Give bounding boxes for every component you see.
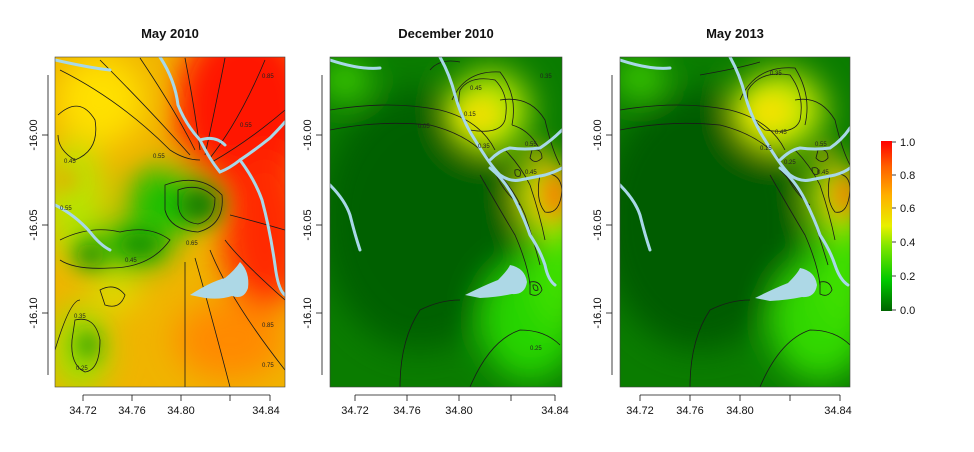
- legend-tick-label: 1.0: [900, 137, 915, 149]
- heatmap-surface: [330, 57, 562, 387]
- y-tick-label: -16.10: [592, 297, 604, 328]
- y-tick-label: -16.00: [302, 119, 314, 150]
- y-axis: [606, 75, 613, 375]
- lake: [755, 268, 817, 301]
- y-tick-label: -16.05: [28, 209, 40, 240]
- lake: [190, 262, 249, 299]
- contour-label: 0.45: [64, 159, 76, 165]
- legend-tick-label: 0.2: [900, 271, 915, 283]
- x-tick-label: 34.72: [341, 405, 369, 417]
- panel-may-2010: May 2010: [28, 26, 286, 417]
- y-axis: [316, 75, 323, 375]
- contour-label: 0.75: [262, 363, 274, 369]
- contour-label: 0.65: [186, 241, 198, 247]
- contour-label: 0.55: [240, 123, 252, 129]
- panel-may-2013: May 2013: [592, 26, 852, 417]
- color-legend-bar: [881, 141, 892, 311]
- y-tick-label: -16.10: [302, 297, 314, 328]
- plot-frame: [329, 56, 563, 388]
- y-tick-label: -16.05: [302, 209, 314, 240]
- lake: [465, 265, 527, 298]
- legend-tick-label: 0.6: [900, 203, 915, 215]
- y-tick-label: -16.00: [28, 119, 40, 150]
- contour-labels: 0.35 0.45 0.15 0.25 0.55 0.45: [760, 71, 829, 176]
- x-axis: [82, 394, 271, 401]
- color-legend-labels: 1.0 0.8 0.6 0.4 0.2 0.0: [900, 137, 915, 317]
- x-tick-label: 34.80: [726, 405, 754, 417]
- contour-label: 0.45: [525, 170, 537, 176]
- panel-december-2010: December 2010: [302, 26, 569, 417]
- contour-labels: 0.85 0.55 0.45 0.55 0.45 0.55 0.65 0.85 …: [60, 74, 274, 372]
- contour-label: 0.45: [125, 258, 137, 264]
- contour-label: 0.55: [153, 154, 165, 160]
- contour-label: 0.45: [817, 170, 829, 176]
- contour-label: 0.25: [530, 346, 542, 352]
- plot-frame: [54, 56, 286, 388]
- y-tick-label: -16.10: [28, 297, 40, 328]
- x-tick-labels: 34.72 34.76 34.80 34.84: [341, 405, 569, 417]
- contour-label: 0.15: [760, 146, 772, 152]
- legend-tick-label: 0.0: [900, 305, 915, 317]
- contour-label: 0.35: [74, 314, 86, 320]
- contour-label: 0.35: [770, 71, 782, 77]
- x-tick-labels: 34.72 34.76 34.80 34.84: [69, 405, 280, 417]
- x-tick-label: 34.76: [118, 405, 146, 417]
- contour-label: 0.25: [76, 366, 88, 372]
- river: [55, 57, 285, 297]
- contour-label: 0.85: [262, 74, 274, 80]
- x-tick-label: 34.80: [167, 405, 195, 417]
- contour-lines: [620, 61, 850, 387]
- contour-label: 0.45: [775, 130, 787, 136]
- x-tick-labels: 34.72 34.76 34.80 34.84: [626, 405, 852, 417]
- x-tick-label: 34.72: [69, 405, 97, 417]
- contour-label: 0.45: [470, 86, 482, 92]
- x-tick-label: 34.84: [252, 405, 280, 417]
- panel-title: May 2010: [141, 26, 199, 41]
- contour-label: 0.55: [60, 206, 72, 212]
- x-tick-label: 34.76: [393, 405, 421, 417]
- x-tick-label: 34.72: [626, 405, 654, 417]
- contour-label: 0.05: [418, 124, 430, 130]
- contour-label: 0.25: [784, 160, 796, 166]
- y-tick-labels: -16.00 -16.05 -16.10: [28, 119, 40, 328]
- heatmap-surface: [55, 57, 285, 387]
- legend-tick-label: 0.4: [900, 237, 915, 249]
- x-tick-label: 34.80: [445, 405, 473, 417]
- contour-labels: 0.35 0.45 0.05 0.15 0.35 0.55 0.45 0.25: [418, 74, 552, 352]
- y-axis: [42, 75, 49, 375]
- panel-title: May 2013: [706, 26, 764, 41]
- x-axis: [354, 394, 556, 401]
- y-tick-labels: -16.00 -16.05 -16.10: [592, 119, 604, 328]
- contour-label: 0.35: [540, 74, 552, 80]
- contour-label: 0.15: [464, 112, 476, 118]
- contour-label: 0.35: [478, 144, 490, 150]
- x-tick-label: 34.84: [824, 405, 852, 417]
- river: [330, 57, 562, 287]
- color-legend-ticks: [892, 141, 896, 311]
- y-tick-labels: -16.00 -16.05 -16.10: [302, 119, 314, 328]
- x-axis: [639, 394, 841, 401]
- plot-frame: [619, 56, 851, 388]
- contour-label: 0.55: [815, 142, 827, 148]
- y-tick-label: -16.05: [592, 209, 604, 240]
- contour-label: 0.55: [525, 142, 537, 148]
- color-legend: 1.0 0.8 0.6 0.4 0.2 0.0: [881, 137, 915, 317]
- x-tick-label: 34.76: [676, 405, 704, 417]
- y-tick-label: -16.00: [592, 119, 604, 150]
- panel-title: December 2010: [398, 26, 493, 41]
- contour-label: 0.85: [262, 323, 274, 329]
- river: [620, 57, 850, 287]
- legend-tick-label: 0.8: [900, 170, 915, 182]
- contour-lines: [330, 60, 562, 387]
- x-tick-label: 34.84: [541, 405, 569, 417]
